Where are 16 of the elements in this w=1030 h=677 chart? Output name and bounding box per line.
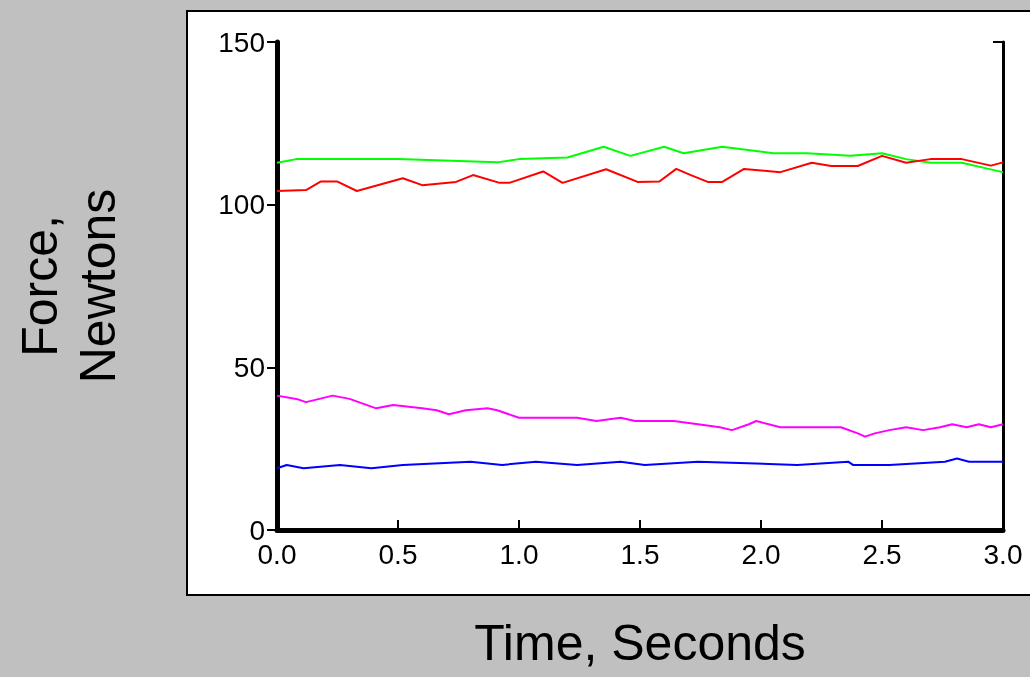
x-tick-label: 1.0 [499, 538, 539, 570]
x-tick-label: 2.0 [741, 538, 781, 570]
line-series [276, 394, 1004, 438]
y-tick-label: 150 [218, 26, 265, 58]
x-tick-label: 3.0 [983, 538, 1023, 570]
y-tick-label: 0 [249, 514, 265, 546]
y-tick-label: 100 [218, 189, 265, 221]
x-tick-label: 0.5 [378, 538, 418, 570]
y-tick-label: 50 [233, 351, 265, 383]
y-axis-title: Force, Newtons [12, 188, 126, 384]
x-tick-label: 1.5 [620, 538, 660, 570]
line-series [276, 457, 1004, 470]
x-tick-label: 2.5 [862, 538, 902, 570]
x-axis-title: Time, Seconds [474, 615, 806, 671]
line-series [276, 154, 1004, 192]
line-series [276, 145, 1004, 174]
